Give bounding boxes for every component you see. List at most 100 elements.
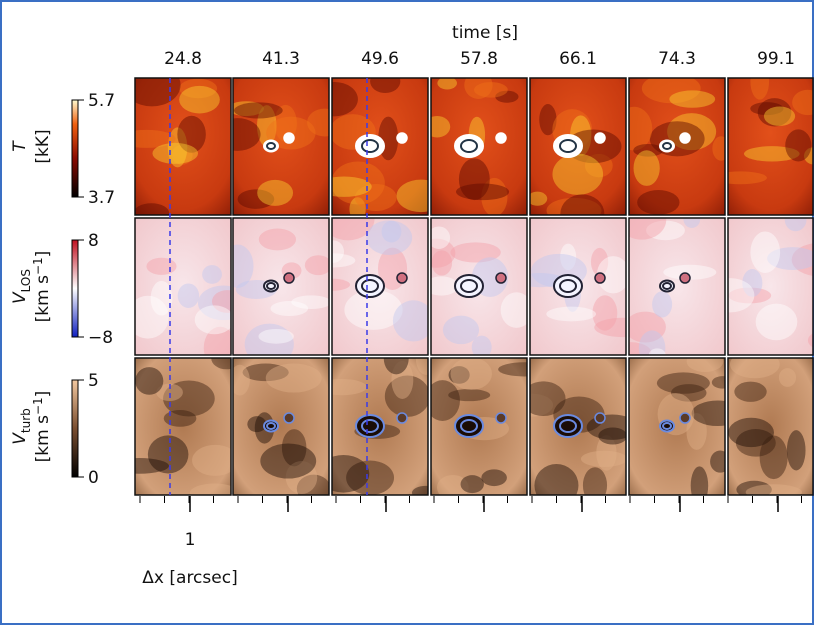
panel-bg [233,78,329,215]
texture [728,171,767,185]
texture [431,115,451,138]
texture [629,311,666,343]
texture [442,315,480,345]
texture [437,78,457,90]
panel-row [134,77,814,216]
texture [778,368,797,387]
time-label: 41.3 [262,49,300,69]
texture [332,454,370,493]
texture [150,280,173,316]
texture [135,129,176,148]
contour [553,414,583,438]
panel-border [430,357,528,496]
symbol: T [10,140,30,152]
texture [646,220,685,241]
texture [590,247,609,276]
panel [135,358,231,495]
texture [258,328,294,344]
texture [584,153,613,178]
symbol: V [10,432,30,445]
texture [431,250,453,276]
time-label: 24.8 [164,49,202,69]
row-unit: [kK] [33,129,53,163]
panel-border [430,77,528,216]
texture [784,218,807,232]
texture [481,177,508,215]
texture [163,380,215,417]
colorbar [71,379,79,478]
texture [734,381,767,402]
contour [559,139,577,153]
contour [559,279,577,293]
row-symbol: VLOS [10,269,33,304]
panel [233,78,329,215]
contour [396,132,408,144]
time-label: 74.3 [658,49,696,69]
texture [415,358,428,375]
panel [135,218,231,355]
contour [283,272,295,284]
texture [565,129,622,164]
texture [691,400,725,427]
texture [742,269,763,297]
texture [728,417,774,448]
contour [454,414,484,438]
texture [411,485,428,495]
contour [662,282,672,290]
texture [171,144,193,165]
texture [354,184,397,212]
texture [448,366,470,384]
texture [598,427,626,445]
texture [592,295,618,331]
texture [450,242,501,263]
texture [629,342,652,355]
texture [743,146,800,162]
texture [431,226,451,249]
texture [750,231,781,273]
panel-bg [629,78,725,215]
texture [135,78,181,107]
texture [177,115,206,153]
texture [763,106,796,126]
texture [244,323,294,355]
panel-bg [728,358,813,495]
texture [242,363,289,382]
texture [670,384,707,402]
panel [431,358,527,495]
panel [431,218,527,355]
panel [233,218,329,355]
panel-border [628,217,726,356]
contour [266,422,276,430]
contour [495,412,507,424]
unit: [kK] [33,129,53,163]
texture [384,375,428,417]
texture [652,291,673,318]
texture [759,435,788,480]
panel [530,358,626,495]
contour [396,272,408,284]
texture [366,220,413,255]
subscript: LOS [19,269,33,292]
contour [361,419,379,433]
panel-bg [135,358,231,495]
texture [281,429,307,467]
colorbar-max-label: 5 [88,371,99,391]
texture [202,265,222,284]
texture [349,197,366,215]
texture [530,191,548,206]
texture [383,358,409,375]
texture [194,305,231,335]
texture [546,306,597,322]
texture [197,285,231,321]
texture [791,243,813,276]
panel-bg [629,218,725,355]
panel-border [232,77,330,216]
panel [728,218,813,355]
texture [560,243,577,271]
texture [291,295,329,309]
colorbar-max-label: 8 [88,231,99,251]
texture [638,330,666,355]
contour [553,274,583,298]
texture [683,218,701,228]
texture [641,78,701,104]
